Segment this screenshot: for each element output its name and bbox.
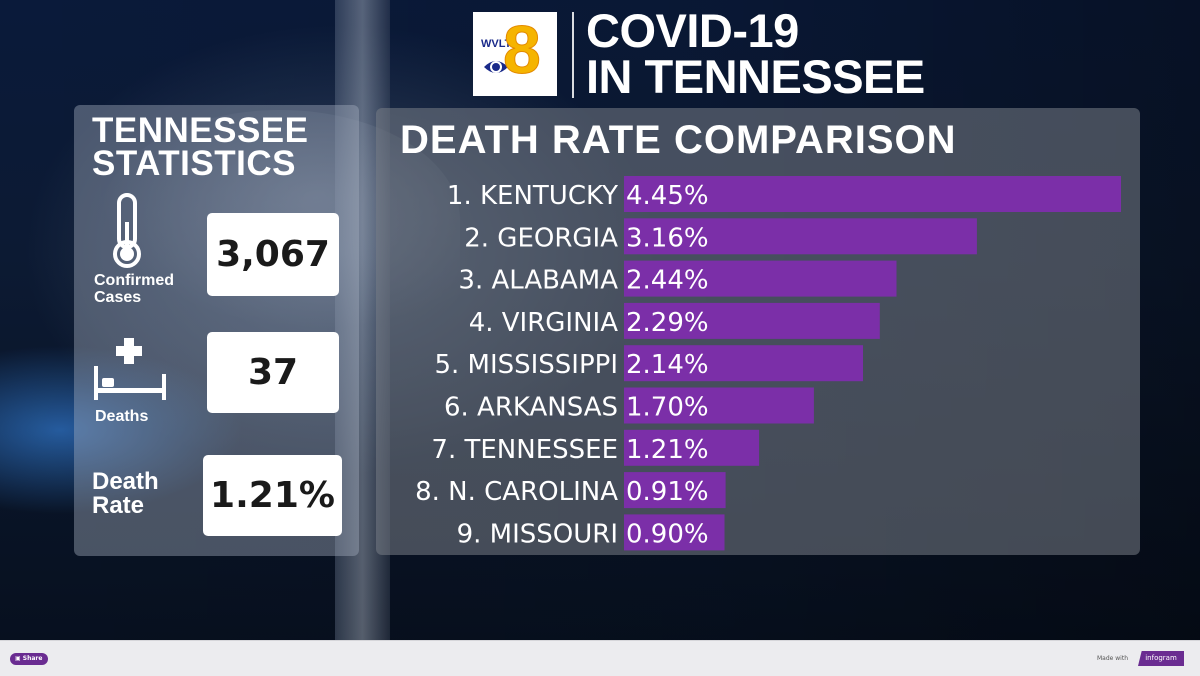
category-label-1: 1. KENTUCKY [447,181,618,211]
category-label-9: 9. MISSOURI [457,519,618,549]
station-logo: WVLT 8 [473,12,557,96]
deaths-value: 37 [207,332,339,413]
bar-1 [624,176,1121,212]
statistics-title: TENNESSEE STATISTICS [92,111,309,183]
value-label-5: 2.14% [626,350,709,380]
value-label-8: 0.91% [626,477,709,507]
title-divider [572,12,574,98]
death-rate-label: Death Rate [92,470,159,518]
confirmed-cases-label: Confirmed Cases [94,272,174,306]
bar-2 [624,218,977,255]
bar-6 [624,387,814,424]
value-label-2: 3.16% [626,223,709,253]
share-button-label: Share [22,655,43,662]
bar-3 [624,260,897,297]
thermometer-icon [113,193,141,268]
statistics-title-line: STATISTICS [92,144,296,183]
death-rate-label-line: Rate [92,492,145,519]
value-label-7: 1.21% [626,435,709,465]
chart-title: DEATH RATE COMPARISON [400,118,957,162]
bar-4 [624,302,880,339]
share-icon: ▣ [15,655,23,662]
cbs-eye-icon [484,61,508,73]
share-button[interactable]: ▣ Share [10,653,49,665]
channel-number: 8 [503,12,542,88]
page-title: COVID-19 IN TENNESSEE [586,4,925,103]
deaths-label-line: Deaths [95,408,149,425]
bar-9 [624,514,725,551]
page-title-line: IN TENNESSEE [586,50,925,103]
category-label-3: 3. ALABAMA [458,266,618,296]
bar-5 [624,345,863,382]
statistics-title-line: TENNESSEE [92,111,309,150]
hospital-bed-icon [94,338,166,400]
footer-bar: ▣ Share Made with infogram [0,640,1200,676]
value-label-6: 1.70% [626,393,709,423]
value-label-4: 2.29% [626,308,709,338]
bar-7 [624,429,760,466]
category-label-4: 4. VIRGINIA [469,308,619,338]
infogram-badge-link[interactable]: infogram [1138,651,1184,666]
background-stage: WVLT 8 COVID-19 IN TENNESSEE TENNESSEE S… [0,0,1200,640]
confirmed-cases-label-line: Cases [94,289,142,306]
death-rate-label-line: Death [92,468,159,495]
made-with-label: Made with [1097,655,1128,662]
category-label-8: 8. N. CAROLINA [415,477,618,507]
value-label-1: 4.45% [626,181,709,211]
category-label-2: 2. GEORGIA [464,223,618,253]
confirmed-cases-value: 3,067 [207,213,339,296]
category-label-7: 7. TENNESSEE [431,435,618,465]
value-label-3: 2.44% [626,266,709,296]
category-label-6: 6. ARKANSAS [444,393,618,423]
value-label-9: 0.90% [626,519,709,549]
page-title-line: COVID-19 [586,4,799,57]
death-rate-bar-chart: 1. KENTUCKY 4.45% 2. GEORGIA 3.16% 3. ALABAM… [415,176,1121,551]
confirmed-cases-label-line: Confirmed [94,272,174,289]
death-rate-value: 1.21% [203,455,342,536]
station-call-letters: WVLT [481,38,512,50]
category-label-5: 5. MISSISSIPPI [434,350,618,380]
deaths-label: Deaths [95,408,148,425]
bar-8 [624,472,726,509]
